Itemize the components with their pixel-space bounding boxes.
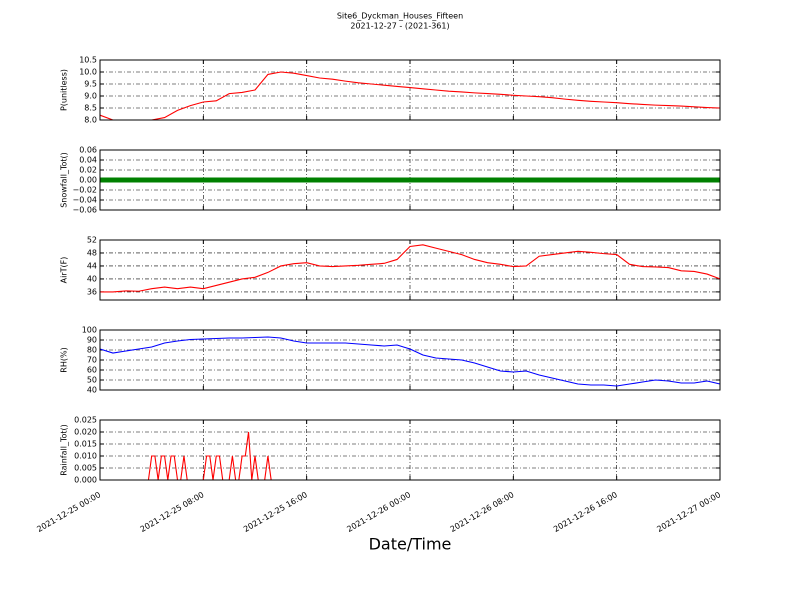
y-tick-label: 0.06 (79, 146, 97, 155)
y-tick-label: 48 (87, 248, 97, 257)
y-tick-label: 10.0 (79, 68, 97, 77)
y-tick-label: 10.5 (79, 56, 97, 65)
y-tick-label: 9.0 (84, 92, 97, 101)
y-tick-label: 80 (87, 346, 97, 355)
data-line (99, 336, 721, 387)
y-tick-label: −0.06 (72, 206, 97, 215)
y-tick-label: 40 (87, 386, 97, 395)
plot-frame (99, 329, 721, 391)
y-tick-label: 50 (87, 376, 97, 385)
y-tick-label: 0.015 (74, 440, 97, 449)
data-line (100, 431, 720, 481)
y-tick-label: 8.5 (84, 104, 97, 113)
plot-frame (99, 419, 721, 481)
y-tick-label: 0.00 (79, 176, 97, 185)
y-axis-label: P(unitless) (60, 69, 69, 111)
y-axis-label: RH(%) (60, 347, 69, 372)
plot-frame (99, 239, 721, 301)
plot-frame (99, 149, 721, 211)
chart-title: Site6_Dyckman_Houses_Fifteen (337, 12, 463, 21)
y-tick-label: 0.02 (79, 166, 97, 175)
y-tick-label: 40 (87, 274, 97, 283)
y-tick-label: 0.04 (79, 156, 97, 165)
y-tick-label: 44 (87, 261, 97, 270)
y-tick-label: −0.02 (72, 186, 97, 195)
y-tick-label: 0.000 (74, 476, 97, 485)
y-tick-label: −0.04 (72, 196, 97, 205)
y-tick-label: 9.5 (84, 80, 97, 89)
x-axis-label: Date/Time (369, 535, 452, 554)
y-tick-label: 90 (87, 336, 97, 345)
y-tick-label: 0.020 (74, 428, 97, 437)
data-line (99, 71, 721, 121)
y-axis-label: Snowfall_Tot() (60, 152, 69, 208)
y-axis-label: Rainfall_Tot() (60, 424, 69, 476)
y-tick-label: 8.0 (84, 116, 97, 125)
y-tick-label: 60 (87, 366, 97, 375)
chart-subtitle: 2021-12-27 - (2021-361) (350, 22, 449, 31)
y-tick-label: 100 (82, 326, 97, 335)
y-axis-label: AirT(F) (60, 257, 69, 284)
data-line (100, 244, 721, 293)
plot-frame (99, 59, 721, 121)
y-tick-label: 70 (87, 356, 97, 365)
y-tick-label: 52 (87, 236, 97, 245)
y-tick-label: 0.010 (74, 452, 97, 461)
y-tick-label: 0.025 (74, 416, 97, 425)
y-tick-label: 0.005 (74, 464, 97, 473)
y-tick-label: 36 (87, 287, 97, 296)
